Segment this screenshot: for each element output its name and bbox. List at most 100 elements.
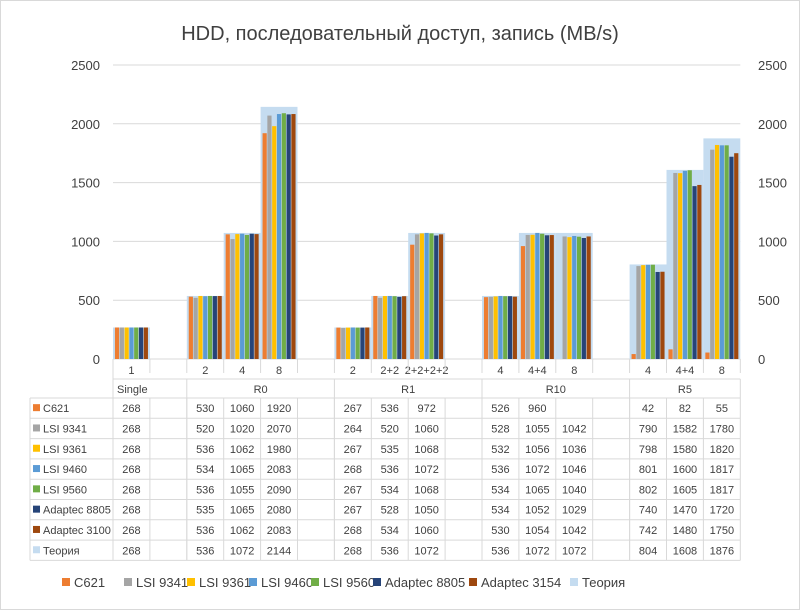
bar-lsi-9460: [645, 264, 651, 359]
table-cell: 1029: [562, 505, 586, 517]
bar-adaptec-3100: [734, 153, 739, 359]
table-row-label: Теория: [43, 545, 80, 557]
bar-adaptec-8805: [434, 235, 439, 359]
table-cell: 534: [491, 505, 509, 517]
bar-lsi-9560: [540, 233, 545, 359]
table-cell: 536: [196, 545, 214, 557]
table-cell: 2083: [267, 525, 291, 537]
category-label: 4: [497, 365, 503, 377]
bar-lsi-9341: [562, 236, 567, 359]
bar-lsi-9560: [355, 327, 360, 359]
table-cell: 1054: [525, 525, 549, 537]
bar-lsi-9341: [378, 297, 383, 359]
legend-label: Adaptec 8805: [385, 575, 465, 590]
bar-lsi-9341: [119, 327, 124, 359]
table-cell: 2144: [267, 545, 291, 557]
table-legend-key: [33, 465, 40, 473]
table-cell: 536: [491, 464, 509, 476]
bar-lsi-9460: [498, 295, 503, 359]
table-cell: 532: [491, 444, 509, 456]
bar-lsi-9341: [193, 297, 198, 359]
table-cell: 1036: [562, 444, 586, 456]
table-cell: 790: [639, 423, 657, 435]
category-label: 4: [239, 365, 245, 377]
bar-lsi-9361: [198, 295, 203, 359]
bar-lsi-9560: [429, 233, 434, 359]
bar-lsi-9560: [576, 236, 582, 359]
table-legend-key: [33, 546, 40, 554]
bar-lsi-9361: [641, 265, 646, 359]
bar-adaptec-8805: [692, 186, 697, 359]
table-cell: 2080: [267, 505, 291, 517]
table-cell: 526: [491, 403, 509, 415]
table-cell: 536: [196, 444, 214, 456]
group-label: R1: [401, 384, 415, 396]
table-cell: 1580: [673, 444, 697, 456]
table-cell: 264: [344, 423, 362, 435]
table-row-label: LSI 9341: [43, 423, 87, 435]
table-cell: 1582: [673, 423, 697, 435]
bar-c621: [410, 244, 415, 359]
bar-adaptec-3100: [402, 296, 407, 359]
table-cell: 1072: [562, 545, 586, 557]
table-cell: 1780: [710, 423, 734, 435]
legend-swatch: [249, 578, 257, 586]
y-tick-label-left: 1000: [71, 234, 100, 249]
table-cell: 55: [716, 403, 728, 415]
table-cell: 1720: [710, 505, 734, 517]
bar-lsi-9361: [235, 234, 240, 359]
table-cell: 1480: [673, 525, 697, 537]
bar-lsi-9341: [488, 296, 493, 359]
table-cell: 1055: [230, 484, 254, 496]
table-cell: 268: [122, 545, 140, 557]
legend-swatch: [373, 578, 381, 586]
table-cell: 267: [344, 484, 362, 496]
legend-swatch: [570, 578, 578, 586]
table-cell: 1060: [230, 403, 254, 415]
table-cell: 536: [381, 545, 399, 557]
table-cell: 535: [381, 444, 399, 456]
bar-lsi-9361: [419, 233, 424, 359]
category-label: 4+4: [676, 365, 695, 377]
table-cell: 801: [639, 464, 657, 476]
chart-title: HDD, последовательный доступ, запись (MB…: [181, 23, 619, 45]
bar-lsi-9560: [281, 113, 286, 359]
table-cell: 972: [417, 403, 435, 415]
table-cell: 1608: [673, 545, 697, 557]
bar-c621: [373, 295, 378, 359]
y-tick-label-right: 0: [758, 352, 765, 367]
table-cell: 536: [381, 464, 399, 476]
legend-label: Теория: [582, 575, 625, 590]
table-cell: 1920: [267, 403, 291, 415]
bar-lsi-9341: [673, 172, 678, 359]
table-row-label: LSI 9361: [43, 444, 87, 456]
legend-label: LSI 9361: [199, 575, 251, 590]
bar-adaptec-8805: [138, 327, 144, 359]
y-tick-label-right: 2000: [758, 117, 787, 132]
group-label: R0: [254, 384, 268, 396]
table-cell: 1056: [525, 444, 549, 456]
bar-adaptec-8805: [507, 296, 513, 359]
table-cell: 1072: [525, 464, 549, 476]
bar-adaptec-3100: [254, 234, 259, 359]
table-cell: 1042: [562, 423, 586, 435]
bar-lsi-9460: [350, 327, 355, 359]
bar-lsi-9560: [392, 296, 397, 359]
bar-adaptec-8805: [397, 296, 402, 359]
bar-lsi-9341: [341, 327, 346, 359]
table-cell: 267: [344, 403, 362, 415]
y-tick-label-left: 1500: [71, 176, 100, 191]
y-tick-label-left: 0: [93, 352, 100, 367]
bar-lsi-9560: [244, 234, 250, 359]
table-cell: 520: [381, 423, 399, 435]
bar-lsi-9341: [267, 115, 272, 360]
table-cell: 528: [381, 505, 399, 517]
bar-c621: [225, 234, 230, 359]
table-cell: 740: [639, 505, 657, 517]
bar-lsi-9460: [129, 327, 134, 359]
table-cell: 1065: [230, 464, 254, 476]
table-cell: 1876: [710, 545, 734, 557]
table-cell: 1820: [710, 444, 734, 456]
bar-c621: [188, 296, 193, 359]
